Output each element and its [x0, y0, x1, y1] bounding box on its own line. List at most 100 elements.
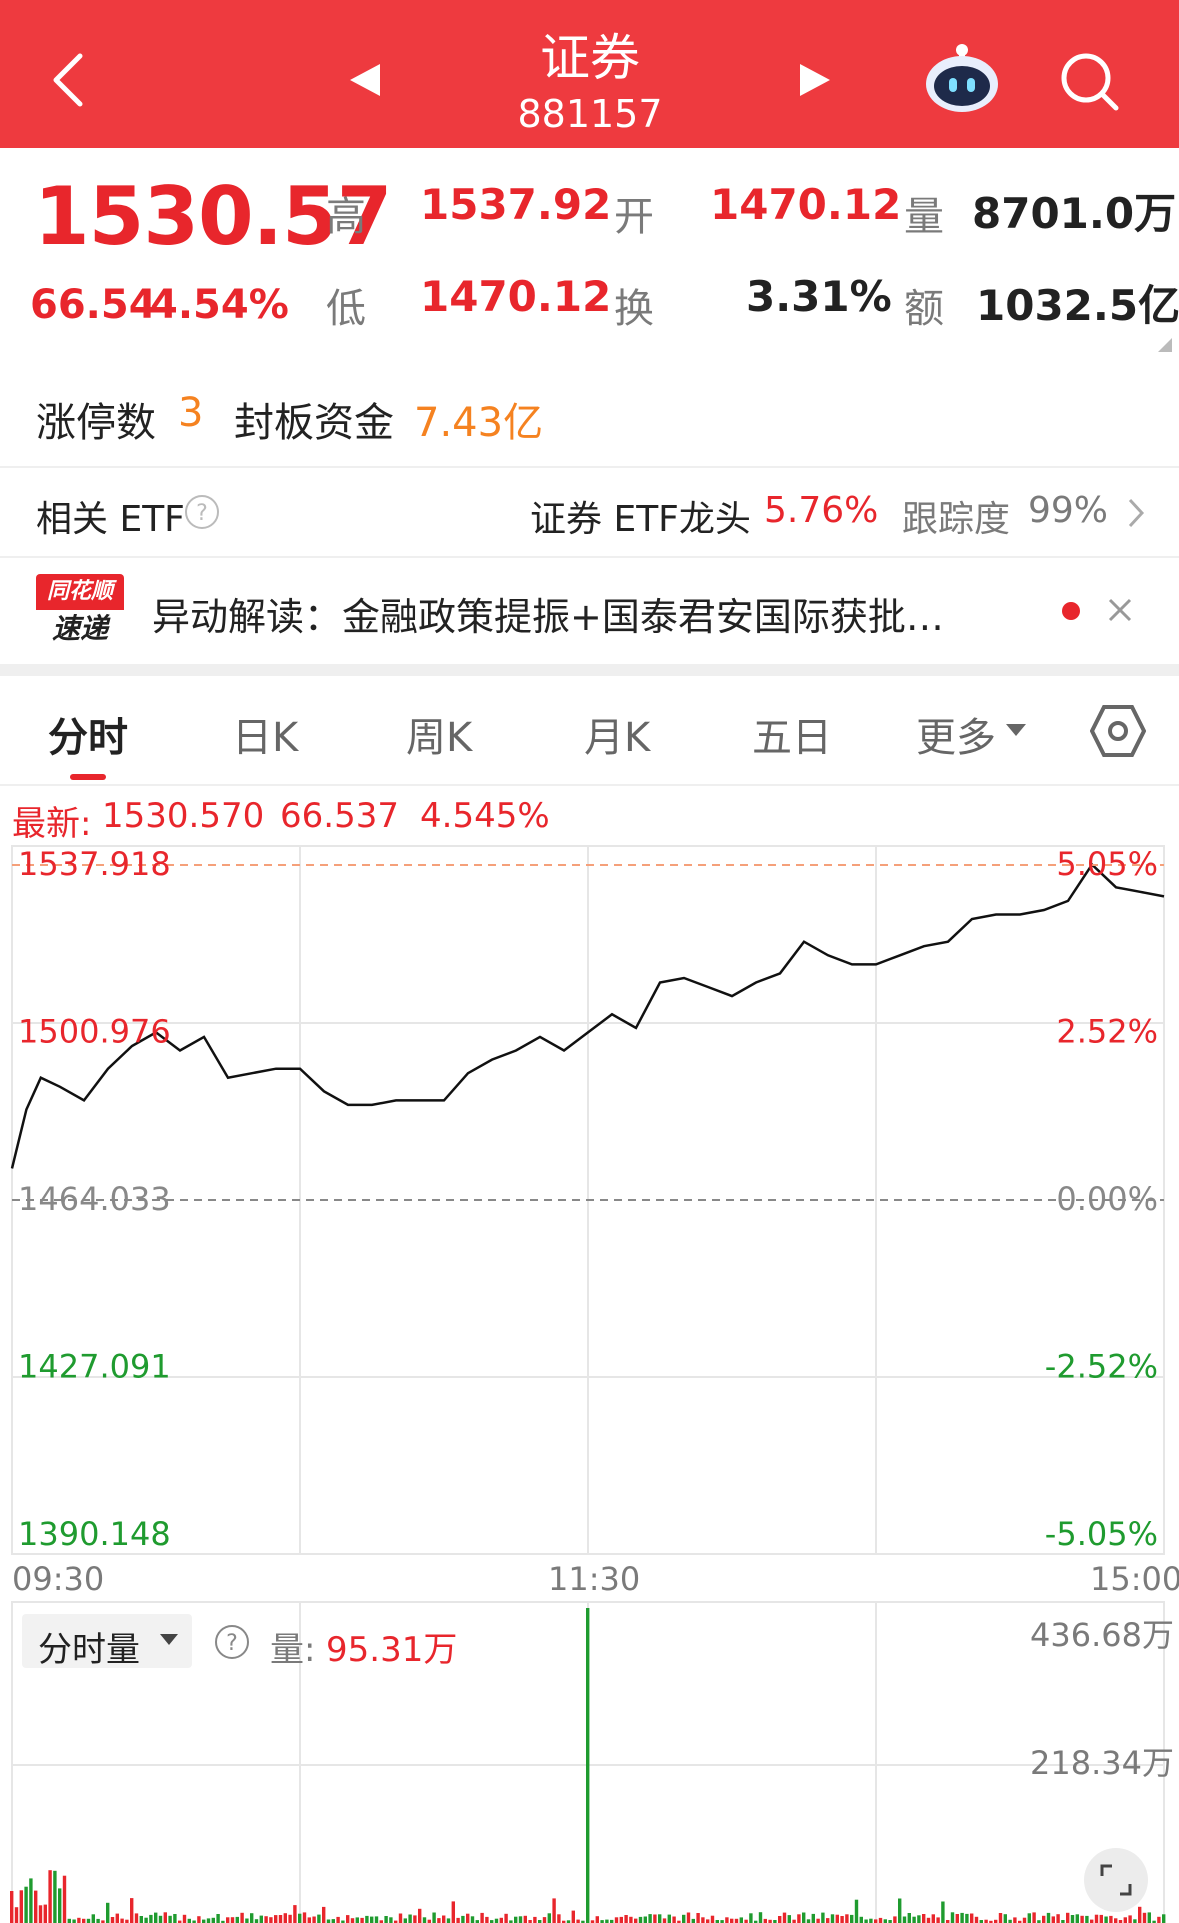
volume-bar — [336, 1916, 340, 1923]
volume-bar — [173, 1914, 177, 1923]
volume-bar — [1123, 1917, 1127, 1923]
volume-indicator-selector[interactable]: 分时量 — [22, 1614, 192, 1670]
volume-bar — [394, 1920, 398, 1923]
volume-bar — [187, 1918, 191, 1923]
tab-intraday[interactable]: 分时 — [48, 715, 128, 761]
volume-bar — [355, 1917, 359, 1923]
tab-more[interactable]: 更多 — [916, 715, 996, 761]
robot-assistant-icon[interactable] — [922, 42, 1002, 114]
turnover-label: 换 — [614, 286, 654, 332]
y-tick-left: 1427.091 — [18, 1348, 171, 1386]
volume-bar — [139, 1916, 143, 1923]
volume-bar — [787, 1915, 791, 1923]
volume-bar — [230, 1917, 235, 1923]
volume-bar — [758, 1912, 763, 1923]
volume-bar — [1090, 1919, 1094, 1923]
volume-bar — [197, 1916, 201, 1923]
volume-bar — [725, 1917, 729, 1923]
unread-dot-icon — [1062, 602, 1080, 620]
volume-bar — [682, 1914, 686, 1923]
volume-bar — [432, 1912, 436, 1923]
related-etf-label: 相关 ETF — [36, 499, 185, 540]
volume-bar — [542, 1917, 547, 1923]
x-tick-midday: 11:30 — [548, 1560, 641, 1598]
news-headline[interactable]: 异动解读：金融政策提振+国泰君安国际获批… — [152, 595, 944, 639]
volume-bar — [1118, 1920, 1123, 1923]
volume-bar — [566, 1920, 571, 1923]
help-icon[interactable]: ? — [214, 1624, 250, 1660]
prev-arrow-icon[interactable] — [348, 62, 382, 98]
volume-value: 8701.0万 — [972, 189, 1177, 238]
volume-bar — [504, 1913, 508, 1923]
volume-bar — [826, 1918, 830, 1923]
volume-bar — [226, 1917, 230, 1923]
tab-daily-k[interactable]: 日K — [232, 715, 299, 761]
volume-bar — [850, 1914, 854, 1923]
volume-bar — [1003, 1914, 1007, 1923]
fullscreen-button[interactable] — [1084, 1848, 1148, 1912]
y-tick-left: 1500.976 — [18, 1013, 171, 1051]
close-icon[interactable] — [1106, 596, 1134, 624]
volume-bar — [1027, 1913, 1031, 1923]
volume-bar — [874, 1919, 878, 1923]
volume-bar — [10, 1891, 14, 1923]
volume-bar — [1061, 1920, 1065, 1923]
volume-bar — [466, 1913, 470, 1923]
volume-bar — [72, 1919, 76, 1923]
volume-bar — [739, 1917, 743, 1923]
volume-bar — [38, 1905, 43, 1923]
volume-bar — [869, 1918, 873, 1923]
seal-fund-value[interactable]: 7.43亿 — [414, 400, 544, 446]
volume-bar — [749, 1913, 753, 1923]
volume-bar — [384, 1916, 388, 1923]
volume-bar — [274, 1915, 278, 1923]
back-icon[interactable] — [48, 50, 88, 110]
volume-bar — [571, 1910, 575, 1923]
volume-bar — [494, 1918, 499, 1923]
volume-bar — [509, 1920, 513, 1923]
volume-bar — [317, 1914, 321, 1923]
volume-bar — [994, 1919, 998, 1923]
volume-bar — [67, 1918, 71, 1923]
volume-bar — [1070, 1915, 1075, 1923]
limit-up-count[interactable]: 3 — [178, 390, 204, 436]
volume-bar — [53, 1870, 57, 1923]
tab-weekly-k[interactable]: 周K — [406, 715, 473, 761]
volume-bar — [677, 1920, 681, 1923]
next-arrow-icon[interactable] — [798, 62, 832, 98]
settings-hexagon-icon[interactable] — [1090, 704, 1146, 758]
volume-bar — [1142, 1912, 1147, 1923]
volume-bar — [965, 1913, 969, 1923]
caret-down-icon — [1006, 724, 1026, 736]
volume-bar — [178, 1920, 182, 1923]
divider — [0, 466, 1179, 468]
volume-indicator-label: 分时量 — [38, 1630, 140, 1670]
y-tick-left: 1390.148 — [18, 1515, 171, 1553]
volume-bar — [974, 1916, 979, 1923]
volume-bar — [1133, 1919, 1137, 1923]
tab-monthly-k[interactable]: 月K — [584, 715, 651, 761]
expand-corner-icon[interactable] — [1158, 338, 1172, 352]
search-icon[interactable] — [1058, 50, 1122, 114]
volume-bar — [1022, 1917, 1027, 1923]
intraday-volume-chart[interactable] — [0, 1600, 1179, 1923]
volume-bar — [125, 1919, 129, 1923]
volume-bar — [706, 1919, 710, 1923]
volume-bar — [446, 1918, 451, 1923]
low-label: 低 — [326, 286, 366, 332]
volume-bar — [936, 1917, 940, 1923]
intraday-price-chart[interactable]: 1537.918 5.05% 1500.976 2.52% 1464.033 0.00% 1… — [0, 840, 1179, 1560]
volume-bar — [418, 1908, 422, 1923]
volume-bar — [734, 1918, 739, 1923]
tab-five-day[interactable]: 五日 — [752, 715, 832, 761]
volume-bar — [701, 1917, 705, 1923]
volume-bar — [518, 1916, 523, 1923]
etf-pct: 5.76% — [764, 490, 879, 531]
volume-bar — [806, 1919, 811, 1923]
volume-bar — [1128, 1915, 1132, 1923]
volume-bar — [413, 1915, 417, 1923]
fullscreen-icon — [1100, 1864, 1132, 1896]
volume-bar — [782, 1912, 787, 1923]
latest-price: 1530.570 — [102, 796, 265, 836]
help-icon[interactable]: ? — [184, 494, 220, 530]
